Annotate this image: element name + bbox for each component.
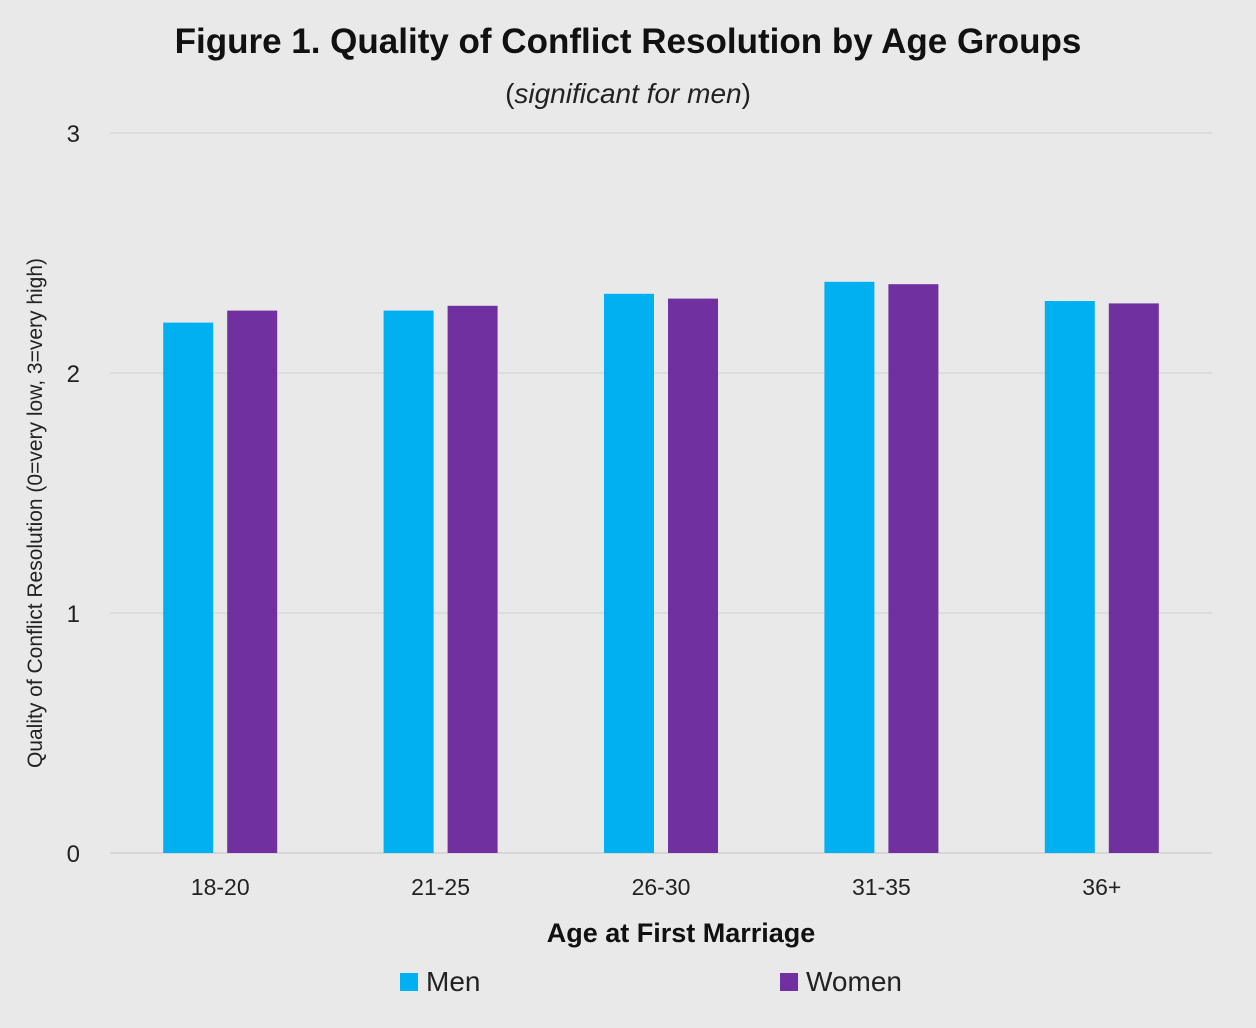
x-tick-label: 26-30 <box>632 874 691 900</box>
y-tick-label: 0 <box>67 841 80 868</box>
bar-men-36+ <box>1044 301 1095 853</box>
legend-label-men: Men <box>426 966 481 997</box>
bar-women-31-35 <box>888 284 939 853</box>
y-tick-label: 1 <box>67 601 80 628</box>
subtitle-close-paren: ) <box>741 78 751 109</box>
y-tick-label: 2 <box>67 361 80 388</box>
x-tick-label: 21-25 <box>411 874 470 900</box>
bar-women-26-30 <box>668 298 718 854</box>
y-axis-title: Quality of Conflict Resolution (0=very l… <box>24 258 47 768</box>
chart-subtitle: (significant for men) <box>0 78 1256 110</box>
x-tick-label: 36+ <box>1082 874 1121 900</box>
bar-men-18-20 <box>163 322 214 854</box>
subtitle-open-paren: ( <box>505 78 515 109</box>
x-tick-label: 31-35 <box>852 874 911 900</box>
subtitle-text: significant for men <box>514 78 742 109</box>
bar-men-21-25 <box>383 310 434 854</box>
bar-women-36+ <box>1108 303 1159 853</box>
x-tick-label: 18-20 <box>191 874 250 900</box>
bar-women-18-20 <box>227 310 278 854</box>
bar-women-21-25 <box>447 305 498 853</box>
legend-label-women: Women <box>806 966 902 997</box>
x-axis-title: Age at First Marriage <box>547 918 816 948</box>
bar-men-26-30 <box>604 293 654 853</box>
chart-title: Figure 1. Quality of Conflict Resolution… <box>174 22 1082 61</box>
legend-swatch-women <box>780 973 798 991</box>
legend-item-women: Women <box>780 966 902 998</box>
legend-item-men: Men <box>400 966 480 998</box>
plot-area: 0 1 2 3 18-20 21-25 26-30 31-35 36+ Age at First … <box>24 121 1212 948</box>
legend: Men Women <box>0 966 1256 1006</box>
legend-swatch-men <box>400 973 418 991</box>
y-tick-label: 3 <box>67 121 80 148</box>
bar-men-31-35 <box>824 281 875 853</box>
